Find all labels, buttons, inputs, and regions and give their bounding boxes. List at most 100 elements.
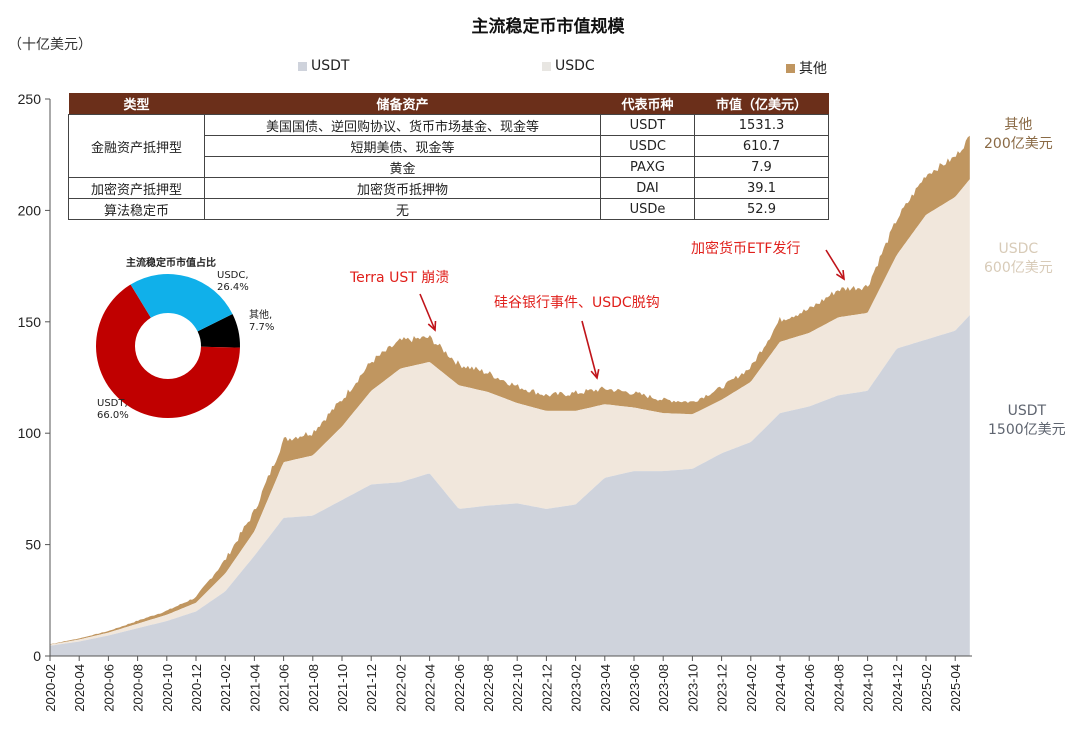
table-cell-type: 金融资产抵押型 xyxy=(68,114,205,178)
table-cell-reserve: 无 xyxy=(204,198,601,220)
chart-title: 主流稳定币市值规模 xyxy=(471,17,625,37)
table-header-coin: 代表币种 xyxy=(600,93,695,115)
x-tick-label: 2025-04 xyxy=(948,664,963,712)
axes: 0 50 100 150 200 250 2020-02 2020-04 2020-06 2020… xyxy=(18,91,972,712)
x-tick-label: 2022-12 xyxy=(539,664,554,712)
donut-label-usdc-pct: 26.4% xyxy=(217,282,249,293)
x-tick-label: 2023-12 xyxy=(715,664,730,712)
area-series-group xyxy=(50,135,970,656)
table-cell-reserve: 加密货币抵押物 xyxy=(204,177,601,199)
arrow-svb xyxy=(581,320,598,379)
end-label-usdt-name: USDT xyxy=(1007,403,1047,419)
legend-label-other: 其他 xyxy=(799,61,827,77)
x-tick-label: 2023-08 xyxy=(656,664,671,712)
x-tick-label: 2024-04 xyxy=(773,664,788,712)
table-cell-coin: PAXG xyxy=(600,156,695,178)
legend-item-usdt: USDT xyxy=(298,58,349,74)
x-tick-label: 2023-04 xyxy=(598,664,613,712)
end-label-usdc-value: 600亿美元 xyxy=(984,260,1053,276)
table-cell-value: 1531.3 xyxy=(694,114,829,136)
table-cell-coin: USDe xyxy=(600,198,695,220)
table-cell-type: 算法稳定币 xyxy=(68,198,205,220)
stablecoin-reserve-table: 类型 储备资产 代表币种 市值（亿美元） 金融资产抵押型 美国国债、逆回购协议、… xyxy=(68,93,829,220)
table-cell-value: 610.7 xyxy=(694,135,829,157)
x-tick-label: 2024-08 xyxy=(831,664,846,712)
x-tick-label: 2024-02 xyxy=(744,664,759,712)
table-cell-value: 7.9 xyxy=(694,156,829,178)
table-cell-reserve: 美国国债、逆回购协议、货币市场基金、现金等 xyxy=(204,114,601,136)
x-tick-label: 2020-02 xyxy=(43,664,58,712)
donut-label-other-pct: 7.7% xyxy=(249,322,275,333)
end-label-usdt-value: 1500亿美元 xyxy=(988,422,1066,438)
legend-item-other: 其他 xyxy=(786,58,827,78)
x-tick-label: 2023-10 xyxy=(685,664,700,712)
table-row: 黄金 PAXG 7.9 xyxy=(69,156,829,178)
donut-label-other: 其他, 7.7% xyxy=(249,310,274,334)
legend-item-usdc: USDC xyxy=(542,58,595,74)
area-usdt xyxy=(50,315,970,656)
donut-label-usdt-pct: 66.0% xyxy=(97,410,129,421)
end-label-usdc-name: USDC xyxy=(998,241,1039,257)
y-tick-label: 150 xyxy=(18,314,42,330)
y-tick-label: 0 xyxy=(33,648,41,664)
end-label-other: 其他 200亿美元 xyxy=(984,116,1053,154)
x-tick-label: 2022-08 xyxy=(481,664,496,712)
donut-label-usdt-name: USDT, xyxy=(97,398,128,409)
table-cell-value: 39.1 xyxy=(694,177,829,199)
x-tick-label: 2025-02 xyxy=(919,664,934,712)
y-tick-label: 100 xyxy=(18,425,42,441)
table-cell-coin: USDC xyxy=(600,135,695,157)
table-row: 金融资产抵押型 美国国债、逆回购协议、货币市场基金、现金等 USDT 1531.… xyxy=(68,114,829,178)
x-tick-label: 2023-06 xyxy=(627,664,642,712)
x-tick-label: 2021-06 xyxy=(277,664,292,712)
x-tick-label: 2022-06 xyxy=(452,664,467,712)
x-tick-label: 2020-08 xyxy=(131,664,146,712)
x-tick-label: 2024-12 xyxy=(890,664,905,712)
x-tick-label: 2020-10 xyxy=(160,664,175,712)
table-cell-type: 加密资产抵押型 xyxy=(68,177,205,199)
x-tick-label: 2022-04 xyxy=(423,664,438,712)
table-row: 算法稳定币 无 USDe 52.9 xyxy=(68,198,829,220)
donut-slice-usdt xyxy=(96,284,240,419)
annotation-arrows xyxy=(419,249,845,380)
donut-label-usdt: USDT, 66.0% xyxy=(97,398,129,422)
x-tick-label: 2021-08 xyxy=(306,664,321,712)
end-label-other-value: 200亿美元 xyxy=(984,136,1053,152)
table-header-type: 类型 xyxy=(68,93,205,115)
legend-swatch-usdc xyxy=(542,61,551,71)
end-label-other-name: 其他 xyxy=(1004,117,1033,133)
donut-chart xyxy=(96,274,240,419)
donut-label-usdc-name: USDC, xyxy=(217,270,249,281)
annotation-svb-usdc-depeg: 硅谷银行事件、USDC脱钩 xyxy=(494,295,660,311)
arrow-terra xyxy=(419,293,436,331)
table-header-value: 市值（亿美元） xyxy=(694,93,829,115)
annotation-crypto-etf: 加密货币ETF发行 xyxy=(691,241,801,257)
x-tick-label: 2020-06 xyxy=(101,664,116,712)
table-header-row: 类型 储备资产 代表币种 市值（亿美元） xyxy=(68,93,829,115)
table-cell-reserve: 黄金 xyxy=(204,156,601,178)
x-tick-label: 2023-02 xyxy=(569,664,584,712)
x-tick-label: 2022-02 xyxy=(393,664,408,712)
x-tick-label: 2020-12 xyxy=(189,664,204,712)
donut-slice-usdc xyxy=(130,274,233,332)
x-tick-label: 2022-10 xyxy=(510,664,525,712)
donut-label-usdc: USDC, 26.4% xyxy=(217,270,249,294)
area-usdc xyxy=(50,179,970,646)
x-tick-label: 2021-02 xyxy=(218,664,233,712)
table-cell-reserve: 短期美债、现金等 xyxy=(204,135,601,157)
end-label-usdc: USDC 600亿美元 xyxy=(984,240,1053,278)
table-cell-value: 52.9 xyxy=(694,198,829,220)
donut-label-other-name: 其他, xyxy=(249,310,273,321)
arrow-etf xyxy=(825,249,845,280)
x-tick-label: 2021-10 xyxy=(335,664,350,712)
legend-swatch-other xyxy=(786,63,795,73)
y-tick-label: 250 xyxy=(18,91,42,107)
legend-label-usdt: USDT xyxy=(311,58,350,74)
y-axis-unit-label: （十亿美元） xyxy=(8,37,92,53)
x-tick-label: 2024-10 xyxy=(861,664,876,712)
legend-label-usdc: USDC xyxy=(555,58,595,74)
x-tick-label: 2020-04 xyxy=(72,664,87,712)
table-cell-coin: USDT xyxy=(600,114,695,136)
x-tick-label: 2021-04 xyxy=(247,664,262,712)
